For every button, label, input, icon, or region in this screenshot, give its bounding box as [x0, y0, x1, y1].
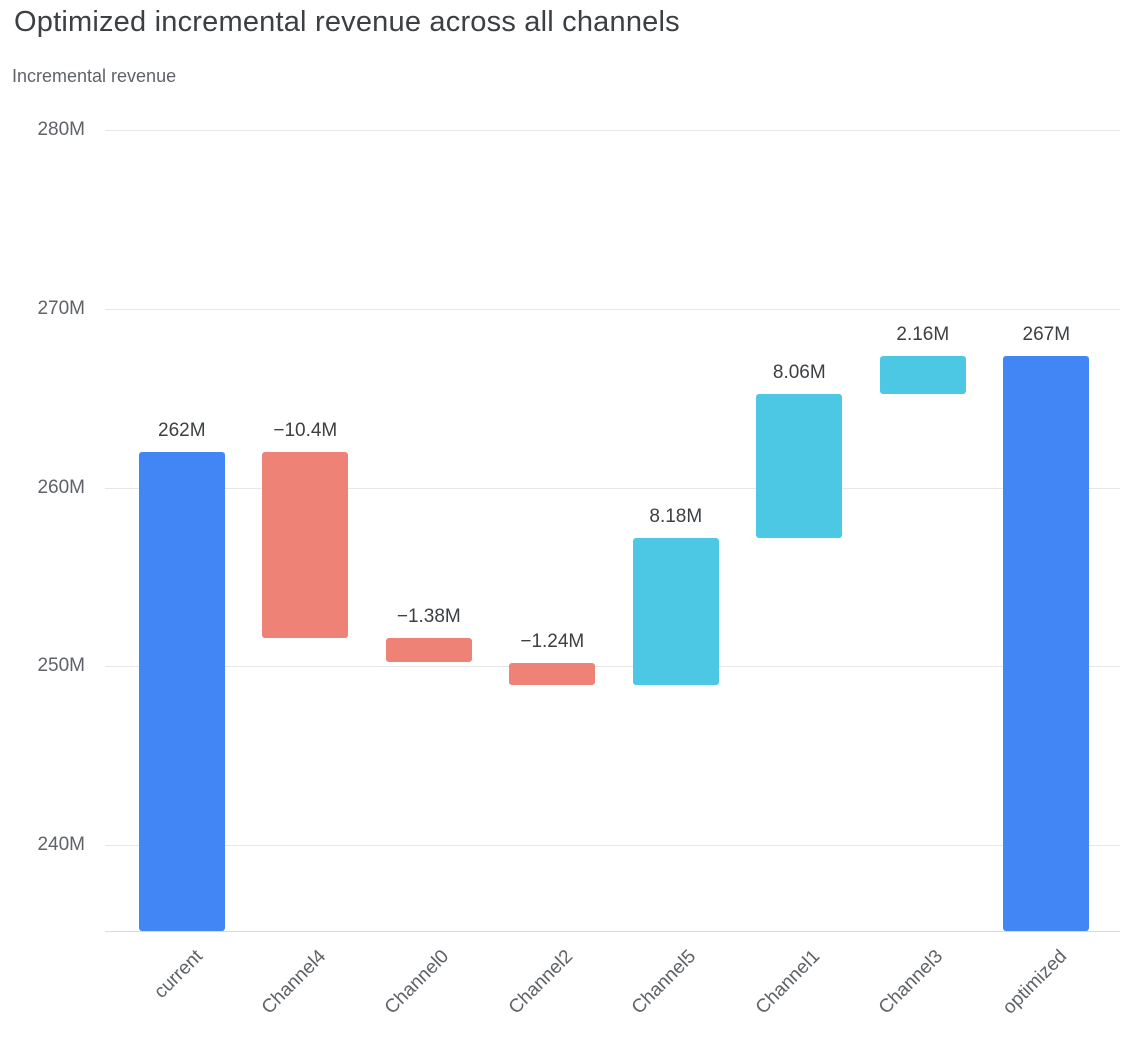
bar-Channel0[interactable] — [385, 637, 472, 663]
bar-Channel5[interactable] — [632, 538, 719, 685]
y-axis-tick-label: 250M — [37, 655, 85, 677]
gridline — [105, 130, 1120, 131]
gridline — [105, 845, 1120, 847]
x-axis-label-Channel4: Channel4 — [257, 946, 331, 1019]
bar-Channel2[interactable] — [509, 662, 596, 685]
y-axis-tick-label: 240M — [37, 834, 85, 856]
bar-value-label: −10.4M — [273, 419, 338, 441]
bar-Channel3[interactable] — [879, 355, 966, 395]
bar-value-label: 8.06M — [772, 362, 826, 384]
chart-title: Optimized incremental revenue across all… — [14, 6, 680, 38]
bar-optimized[interactable] — [1003, 355, 1090, 931]
x-axis-label-optimized: optimized — [998, 946, 1072, 1019]
x-axis-line — [105, 931, 1120, 932]
bar-value-label: −1.38M — [396, 605, 461, 627]
bar-value-label: 267M — [1022, 323, 1071, 345]
bar-Channel1[interactable] — [756, 394, 843, 539]
x-axis-label-Channel0: Channel0 — [381, 946, 454, 1019]
chart-subtitle: Incremental revenue — [12, 66, 177, 86]
bar-value-label: 262M — [158, 419, 206, 441]
bar-Channel4[interactable] — [262, 451, 349, 638]
bar-value-label: 8.18M — [649, 506, 703, 528]
x-axis-label-Channel1: Channel1 — [751, 946, 825, 1019]
bar-value-label: 2.16M — [896, 323, 950, 345]
bar-value-label: −1.24M — [520, 630, 585, 652]
gridline — [105, 487, 1120, 489]
y-axis-tick-label: 270M — [37, 297, 85, 319]
gridline — [105, 666, 1120, 668]
gridline — [105, 308, 1120, 310]
y-axis-tick-label: 280M — [37, 119, 85, 140]
x-axis-label-Channel3: Channel3 — [875, 946, 948, 1019]
bar-current[interactable] — [138, 451, 225, 931]
x-axis-label-Channel5: Channel5 — [628, 946, 701, 1019]
x-axis-label-current: current — [149, 946, 207, 1003]
x-axis-label-Channel2: Channel2 — [504, 946, 578, 1019]
y-axis-tick-label: 260M — [37, 476, 85, 498]
